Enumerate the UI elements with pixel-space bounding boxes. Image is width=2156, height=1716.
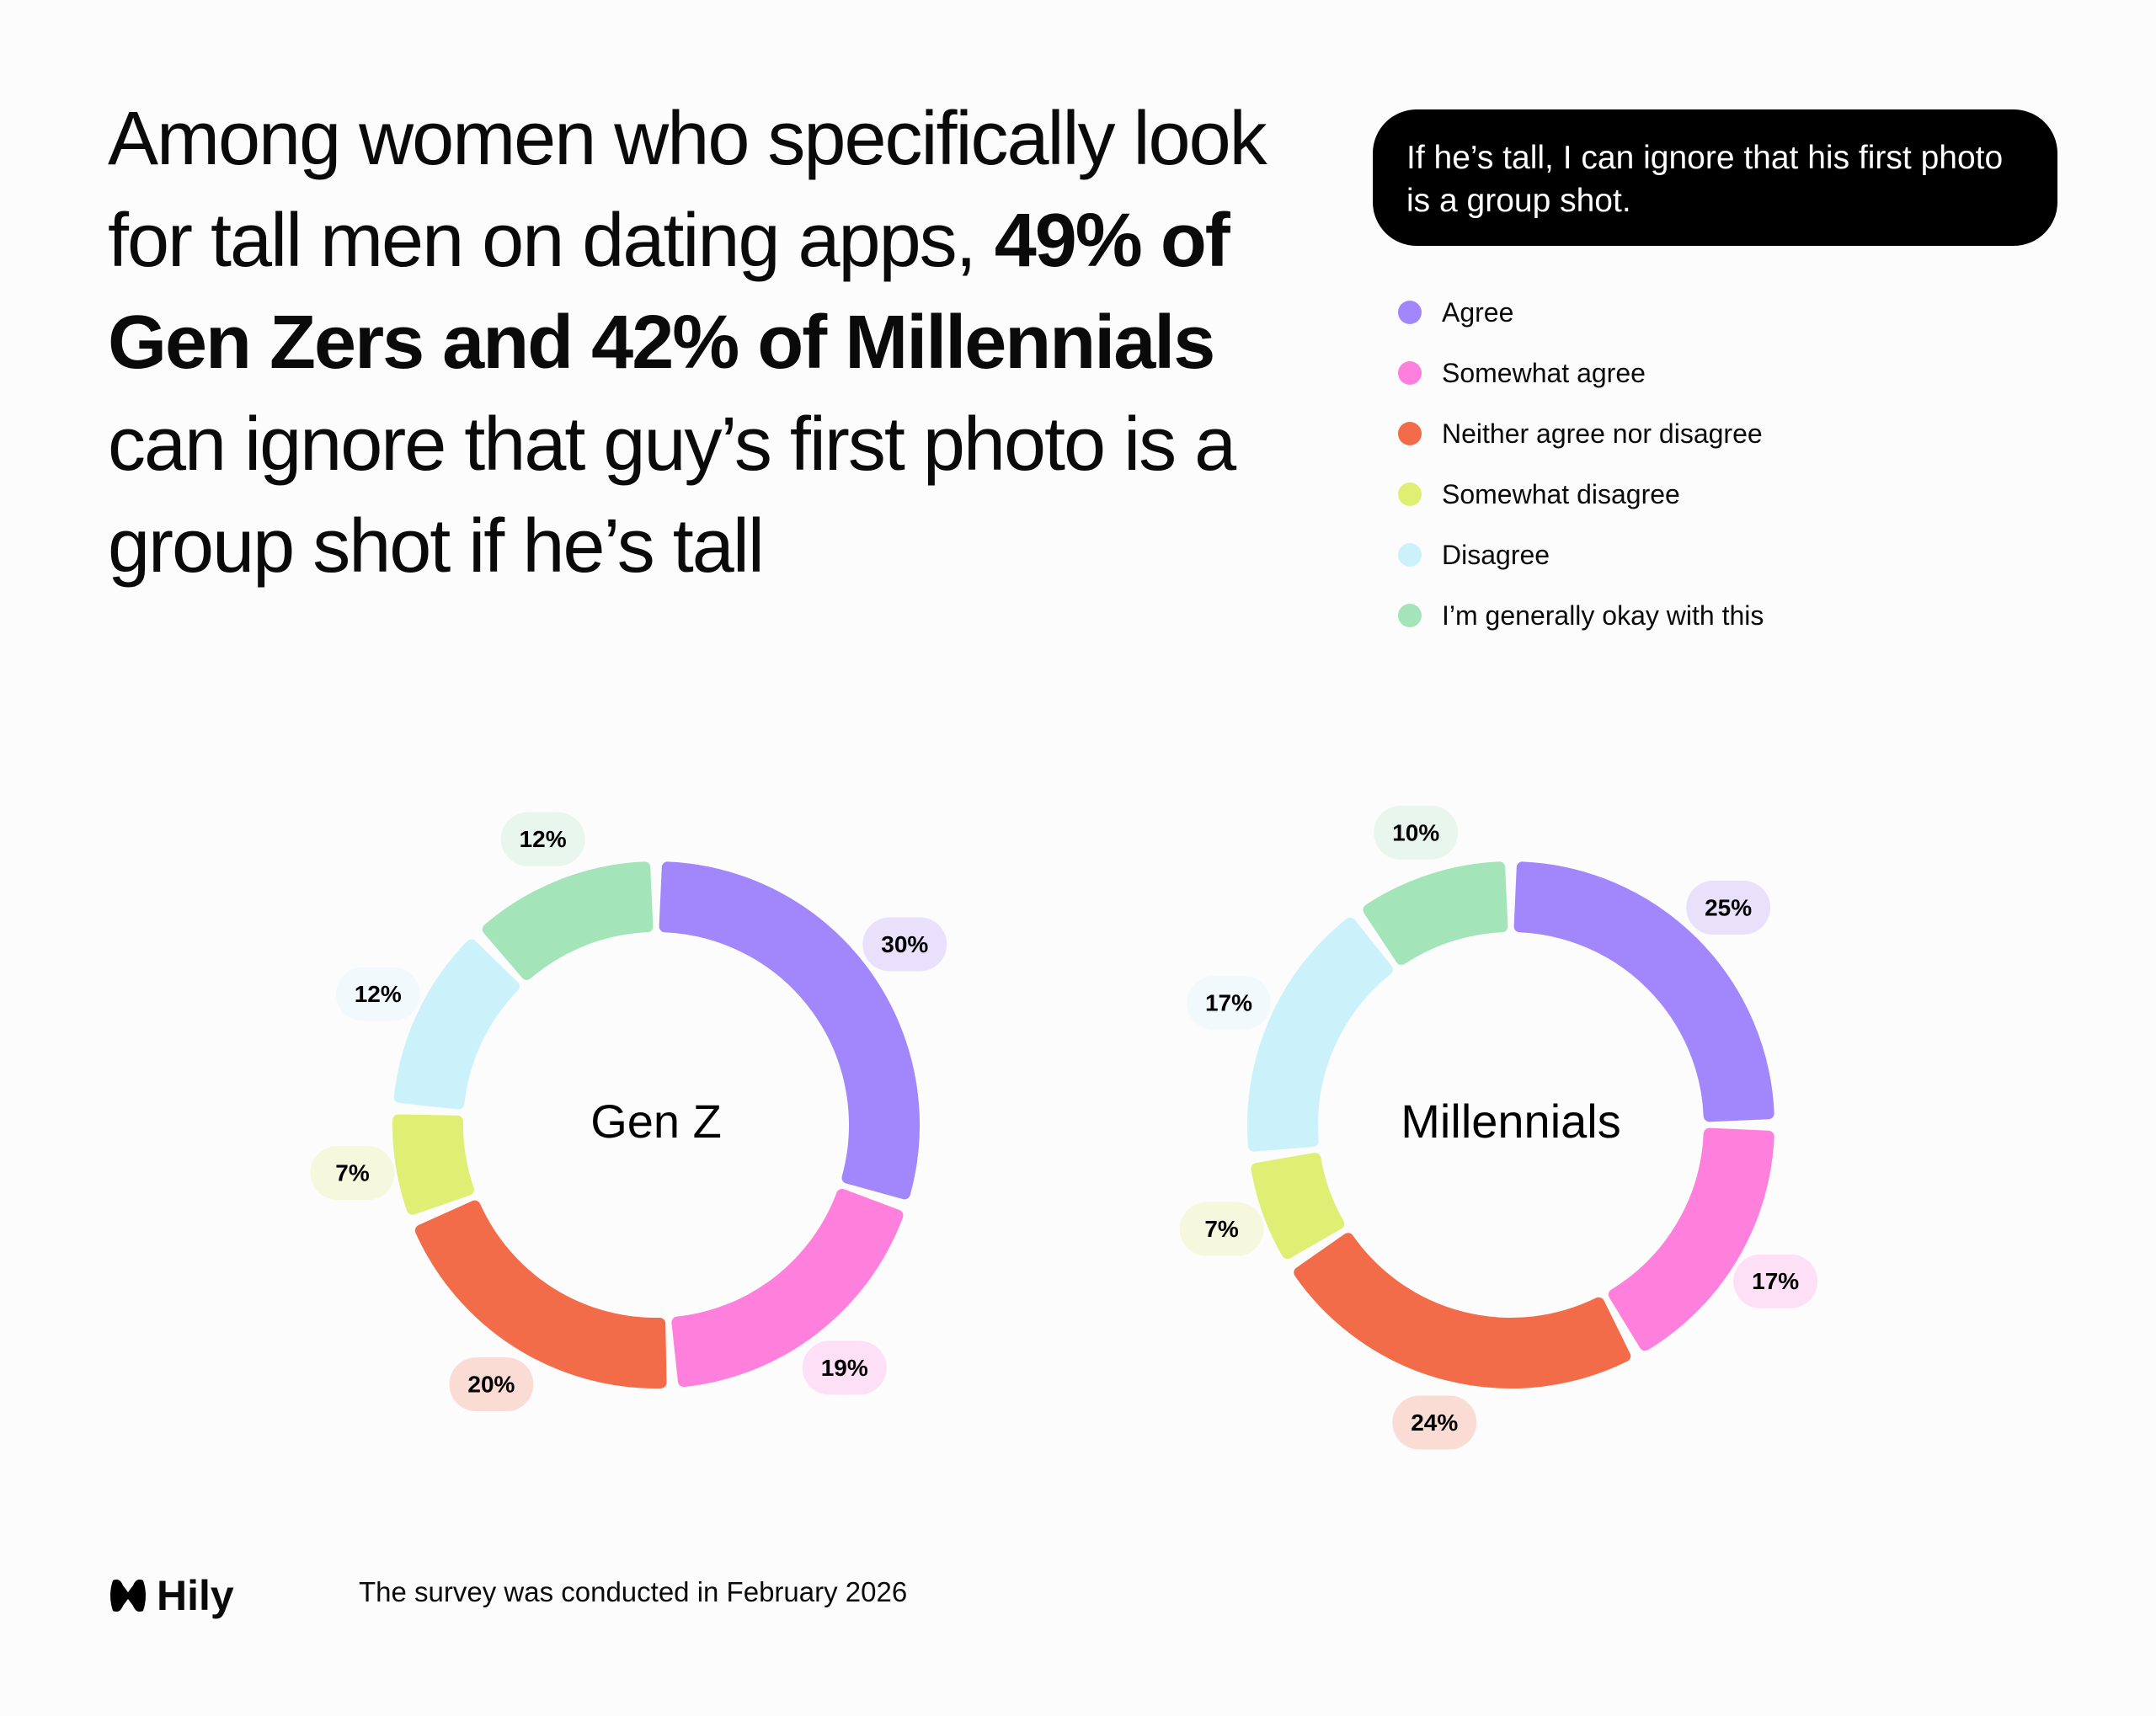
headline-part: Among women who specifically look for ta…: [108, 97, 1267, 283]
value-label-text: 12%: [520, 826, 567, 852]
value-label-text: 17%: [1752, 1268, 1799, 1294]
value-label-bg: [802, 1340, 887, 1395]
legend-item: Agree: [1398, 282, 1764, 343]
value-label-bg: [310, 1146, 395, 1201]
value-label-text: 24%: [1411, 1410, 1458, 1436]
donut-segment: [393, 939, 520, 1110]
value-label: 19%: [802, 1340, 887, 1395]
question-text: If he’s tall, I can ignore that his firs…: [1406, 140, 2004, 219]
legend-label: I’m generally okay with this: [1442, 600, 1764, 631]
donut-segment: [1608, 1127, 1774, 1351]
donut-center-label: Millennials: [1401, 1095, 1620, 1148]
donut-segment: [392, 1114, 474, 1215]
value-label: 12%: [335, 967, 420, 1021]
headline-part: can ignore that guy’s first photo is a g…: [108, 402, 1236, 589]
legend-label: Disagree: [1442, 539, 1550, 570]
legend-dot: [1398, 301, 1422, 324]
donut-segment: [414, 1200, 667, 1388]
value-label-bg: [1374, 805, 1459, 860]
question-box: If he’s tall, I can ignore that his firs…: [1373, 109, 2057, 246]
value-label: 25%: [1686, 880, 1771, 935]
logo-text: Hily: [157, 1572, 234, 1619]
donut-segment: [659, 861, 920, 1200]
legend: Agree Somewhat agree Neither agree nor dis…: [1398, 282, 1764, 646]
donut-segment: [1251, 1153, 1345, 1260]
value-label: 30%: [862, 917, 947, 972]
legend-item: Disagree: [1398, 525, 1764, 585]
value-label-bg: [1187, 976, 1272, 1031]
legend-label: Somewhat agree: [1442, 357, 1646, 388]
headline-part: 49% of Gen Zers and 42% of Millennials: [108, 199, 1230, 385]
legend-dot: [1398, 361, 1422, 385]
logo-mark: [110, 1579, 146, 1612]
legend-item: Somewhat agree: [1398, 343, 1764, 403]
legend-item: I’m generally okay with this: [1398, 585, 1764, 646]
legend-dot: [1398, 604, 1422, 627]
value-label-bg: [1686, 880, 1771, 935]
donut-segment: [1363, 861, 1508, 966]
value-label: 20%: [449, 1357, 534, 1412]
headline: Among women who specifically look for ta…: [108, 88, 1346, 598]
legend-dot: [1398, 422, 1422, 445]
legend-item: Somewhat disagree: [1398, 464, 1764, 525]
value-label-bg: [1733, 1254, 1818, 1308]
value-label: 7%: [310, 1146, 395, 1201]
value-label-bg: [862, 917, 947, 972]
logo: Hily: [108, 1571, 234, 1620]
legend-dot: [1398, 482, 1422, 506]
value-label-text: 19%: [821, 1355, 868, 1381]
value-label: 12%: [500, 812, 585, 866]
value-label: 17%: [1187, 976, 1272, 1031]
value-label-bg: [335, 967, 420, 1021]
legend-dot: [1398, 543, 1422, 567]
donut-segment: [1247, 917, 1393, 1152]
value-label-bg: [449, 1357, 534, 1412]
donut-segment: [1294, 1233, 1631, 1388]
donut-segment: [1513, 861, 1774, 1122]
value-label: 10%: [1374, 805, 1459, 860]
value-label-bg: [500, 812, 585, 866]
donut-segment: [482, 861, 654, 980]
legend-label: Neither agree nor disagree: [1442, 418, 1763, 449]
value-label-bg: [1392, 1395, 1477, 1450]
donut-segment: [671, 1188, 904, 1388]
legend-item: Neither agree nor disagree: [1398, 403, 1764, 464]
value-label-text: 17%: [1205, 989, 1252, 1015]
value-label-text: 7%: [335, 1159, 370, 1186]
value-label-text: 20%: [467, 1372, 515, 1398]
value-label-text: 12%: [355, 981, 402, 1007]
donut-center-label: Gen Z: [590, 1095, 722, 1148]
value-label-text: 7%: [1204, 1216, 1239, 1242]
legend-label: Agree: [1442, 296, 1514, 328]
footnote: The survey was conducted in February 202…: [359, 1576, 908, 1607]
value-label-text: 25%: [1705, 894, 1752, 920]
value-label: 7%: [1179, 1202, 1264, 1256]
legend-label: Somewhat disagree: [1442, 478, 1680, 509]
value-label-text: 30%: [881, 931, 928, 957]
value-label-bg: [1179, 1202, 1264, 1256]
value-label: 17%: [1733, 1254, 1818, 1308]
value-label-text: 10%: [1392, 819, 1439, 845]
value-label: 24%: [1392, 1395, 1477, 1450]
